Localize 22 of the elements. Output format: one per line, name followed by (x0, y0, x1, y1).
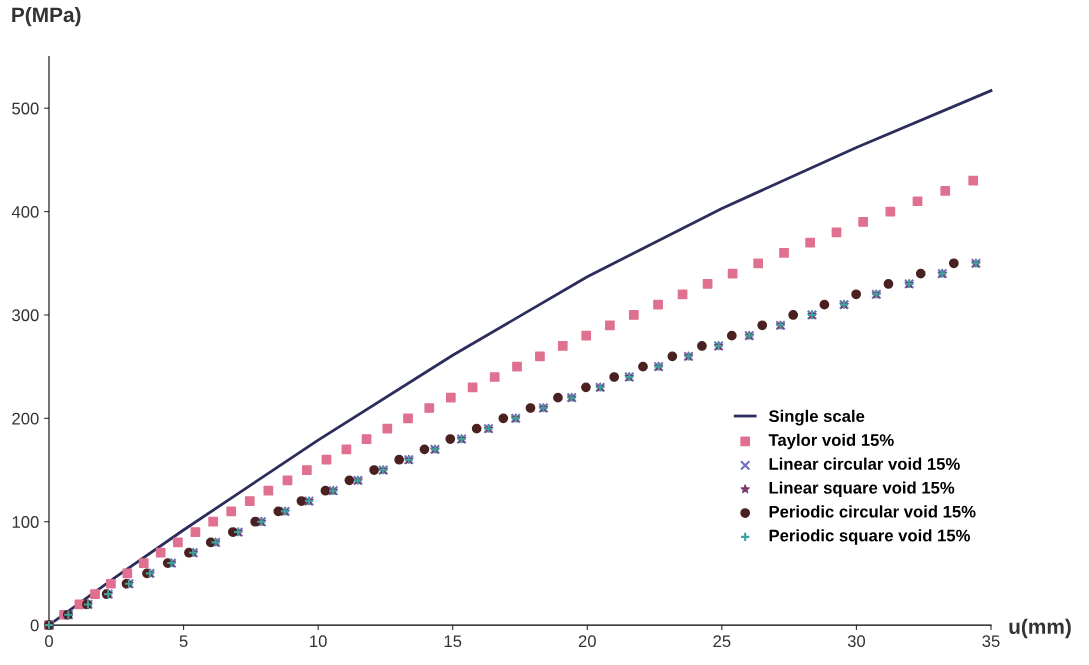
y-tick-label: 100 (12, 516, 39, 528)
legend-label: Taylor void 15% (768, 433, 894, 450)
y-tick-label: 0 (30, 619, 39, 632)
x-tick-label: 25 (713, 635, 731, 648)
y-tick-label: 500 (12, 102, 39, 115)
legend-label: Single scale (768, 409, 865, 426)
y-tick-label: 200 (12, 412, 39, 425)
x-tick-label: 30 (847, 635, 866, 648)
y-tick-label: 400 (11, 205, 39, 218)
x-tick-label: 5 (179, 635, 188, 648)
y-tick-label: 300 (12, 309, 39, 322)
legend-label: Periodic square void 15% (769, 529, 970, 545)
y-axis-title: P(MPa) (12, 6, 81, 27)
legend-label: Linear circular void 15% (769, 457, 960, 470)
x-tick-label: 10 (310, 635, 327, 648)
x-tick-label: 20 (578, 635, 596, 648)
legend-label: Periodic circular void 15% (769, 505, 976, 518)
x-tick-label: 15 (444, 635, 462, 648)
x-tick-label: 35 (982, 635, 1000, 648)
x-axis-title: u(mm) (1009, 618, 1071, 639)
legend-label: Linear square void 15% (769, 481, 955, 498)
x-tick-label: 0 (45, 635, 53, 648)
